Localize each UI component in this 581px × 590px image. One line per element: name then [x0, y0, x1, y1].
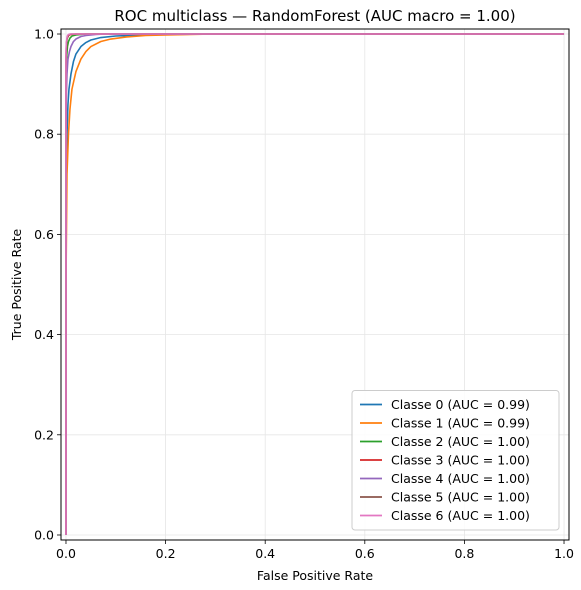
y-tick-label: 0.0: [34, 527, 54, 542]
legend-box: [351, 390, 560, 531]
legend-entry: Classe 4 (AUC = 1.00): [391, 471, 530, 486]
legend-entry: Classe 6 (AUC = 1.00): [391, 508, 530, 523]
y-tick-label: 0.4: [34, 327, 54, 342]
y-axis-label: True Positive Rate: [9, 229, 24, 342]
y-tick-label: 0.8: [34, 127, 54, 142]
y-tick-label: 1.0: [34, 27, 54, 42]
legend-entry: Classe 0 (AUC = 0.99): [391, 397, 530, 412]
series-line-6: [65, 33, 565, 535]
legend-entry: Classe 3 (AUC = 1.00): [391, 453, 530, 468]
series-line-1: [65, 33, 565, 535]
series-lines: [65, 33, 565, 535]
y-tick-label: 0.2: [34, 427, 54, 442]
plot-frame: [60, 28, 570, 541]
x-axis-label: False Positive Rate: [257, 568, 373, 583]
x-tick-label: 0.6: [355, 546, 375, 561]
legend-entry: Classe 5 (AUC = 1.00): [391, 490, 530, 505]
x-tick-label: 0.4: [255, 546, 275, 561]
x-tick-label: 1.0: [554, 546, 574, 561]
legend: Classe 0 (AUC = 0.99) Classe 1 (AUC = 0.9…: [351, 390, 560, 531]
y-tick-label: 0.6: [34, 227, 54, 242]
x-tick-label: 0.2: [156, 546, 176, 561]
chart-title: ROC multiclass — RandomForest (AUC macro…: [114, 7, 515, 25]
legend-entry: Classe 1 (AUC = 0.99): [391, 416, 530, 431]
x-tick-label: 0.0: [56, 546, 76, 561]
x-axis-ticks: 0.0 0.2 0.4 0.6 0.8 1.0: [56, 540, 574, 561]
legend-entry: Classe 2 (AUC = 1.00): [391, 434, 530, 449]
y-axis-ticks: 0.0 0.2 0.4 0.6 0.8 1.0: [34, 27, 61, 542]
x-tick-label: 0.8: [454, 546, 474, 561]
